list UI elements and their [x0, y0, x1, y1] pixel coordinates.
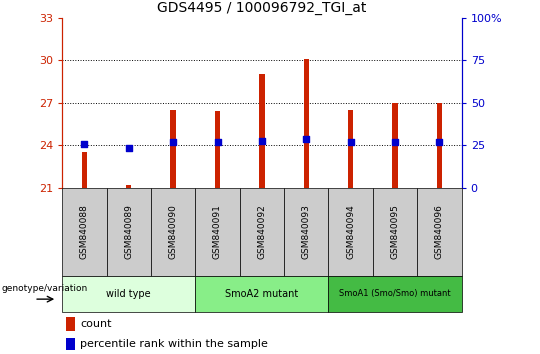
Point	[258, 138, 266, 144]
Bar	[66, 317, 75, 331]
Text: wild type: wild type	[106, 289, 151, 299]
Bar	[126, 185, 131, 188]
Point	[213, 139, 222, 145]
Bar	[328, 276, 462, 312]
Text: GSM840096: GSM840096	[435, 204, 444, 259]
Bar	[62, 188, 106, 276]
Bar	[240, 188, 284, 276]
Text: count: count	[80, 319, 112, 329]
Text: genotype/variation: genotype/variation	[1, 284, 87, 293]
Bar	[348, 110, 353, 188]
Bar	[171, 110, 176, 188]
Point	[169, 139, 178, 145]
Bar	[62, 276, 195, 312]
Text: GSM840095: GSM840095	[390, 204, 400, 259]
Text: GSM840089: GSM840089	[124, 204, 133, 259]
Bar	[106, 188, 151, 276]
Bar	[66, 338, 75, 350]
Bar	[195, 276, 328, 312]
Bar	[259, 74, 265, 188]
Text: SmoA1 (Smo/Smo) mutant: SmoA1 (Smo/Smo) mutant	[339, 289, 451, 298]
Point	[124, 145, 133, 151]
Bar	[82, 152, 87, 188]
Bar	[195, 188, 240, 276]
Point	[80, 141, 89, 147]
Text: GSM840090: GSM840090	[168, 204, 178, 259]
Bar	[437, 103, 442, 188]
Text: GSM840094: GSM840094	[346, 205, 355, 259]
Bar	[373, 188, 417, 276]
Bar	[151, 188, 195, 276]
Point	[302, 137, 310, 142]
Bar	[328, 188, 373, 276]
Text: GSM840088: GSM840088	[80, 204, 89, 259]
Text: GSM840092: GSM840092	[258, 205, 266, 259]
Text: GSM840091: GSM840091	[213, 204, 222, 259]
Text: GSM840093: GSM840093	[302, 204, 311, 259]
Bar	[303, 59, 309, 188]
Text: percentile rank within the sample: percentile rank within the sample	[80, 339, 268, 349]
Bar	[393, 103, 398, 188]
Bar	[215, 111, 220, 188]
Point	[346, 139, 355, 145]
Point	[435, 139, 444, 145]
Bar	[417, 188, 462, 276]
Bar	[284, 188, 328, 276]
Title: GDS4495 / 100096792_TGI_at: GDS4495 / 100096792_TGI_at	[157, 1, 367, 15]
Point	[391, 139, 400, 145]
Text: SmoA2 mutant: SmoA2 mutant	[225, 289, 299, 299]
